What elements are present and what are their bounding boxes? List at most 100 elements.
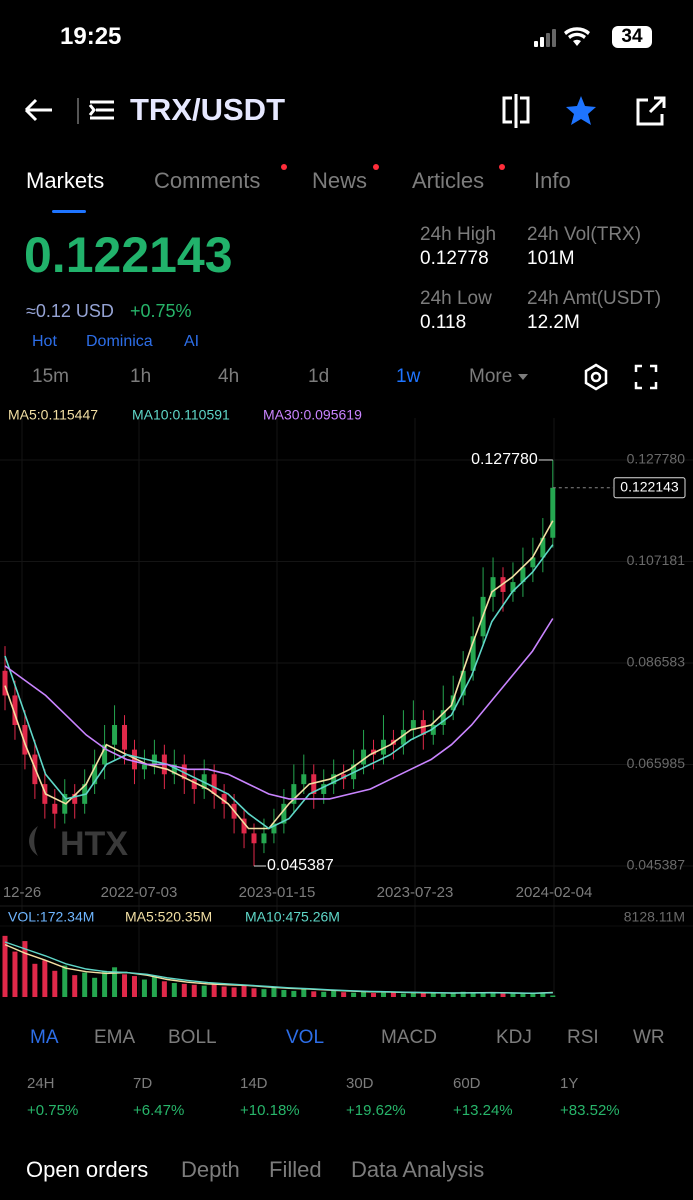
volume-bar xyxy=(490,993,496,997)
volume-bar xyxy=(52,970,58,997)
vol-ma-legend: MA5:520.35M xyxy=(125,909,212,925)
bottom-tab[interactable]: Depth xyxy=(181,1157,240,1182)
stat-value: 12.2M xyxy=(527,312,580,333)
x-tick-label: 2023-01-15 xyxy=(239,884,316,901)
indicator[interactable]: VOL xyxy=(286,1027,325,1048)
settings-button[interactable] xyxy=(584,363,608,391)
ma-line xyxy=(4,544,554,830)
volume-bar xyxy=(12,951,18,997)
volume-bar xyxy=(321,991,327,997)
watermark-logo xyxy=(29,826,38,856)
interval[interactable]: 1h xyxy=(130,366,152,387)
back-button[interactable] xyxy=(24,98,52,122)
candle-body xyxy=(22,724,28,755)
x-tick-label: 2023-07-23 xyxy=(377,884,454,901)
candle-body xyxy=(2,670,8,696)
volume-bar xyxy=(410,993,416,997)
volume-bar xyxy=(141,979,147,997)
volume-bar xyxy=(351,992,357,997)
bottom-tab[interactable]: Filled xyxy=(269,1157,322,1182)
y-tick-label: 0.086583 xyxy=(627,654,686,670)
candle-body xyxy=(490,577,496,597)
volume-bar xyxy=(460,991,466,997)
interval[interactable]: More xyxy=(469,366,513,387)
kline-chart: HTX 0.127780 0.107181 0.086583 0.065985 0.04… xyxy=(0,407,693,997)
volume-bar xyxy=(430,993,436,997)
volume-bar xyxy=(470,992,476,997)
volume-bar xyxy=(530,993,536,997)
interval[interactable]: 4h xyxy=(218,366,240,387)
period-change: +10.18% xyxy=(240,1102,300,1119)
indicator[interactable]: KDJ xyxy=(496,1027,532,1048)
candle-body xyxy=(430,724,436,735)
stat-value: 0.12778 xyxy=(420,248,489,269)
candle-body xyxy=(331,774,337,785)
candle-body xyxy=(361,749,367,765)
period-change: +83.52% xyxy=(560,1102,620,1119)
candle-body xyxy=(301,774,307,785)
candle-body xyxy=(251,833,257,844)
stat-label: 24h Vol(TRX) xyxy=(527,224,642,245)
volume-bar xyxy=(211,983,217,997)
volume-bar xyxy=(22,941,28,997)
tab[interactable]: Articles xyxy=(412,168,485,193)
candle-body xyxy=(72,793,78,804)
bottom-tab[interactable]: Open orders xyxy=(26,1157,149,1182)
candle-body xyxy=(510,582,516,592)
volume-bar xyxy=(261,989,267,997)
tab-decor xyxy=(52,164,505,213)
period-change: +19.62% xyxy=(346,1102,406,1119)
tab[interactable]: News xyxy=(312,168,368,193)
tab[interactable]: Markets xyxy=(26,168,105,193)
volume-bar xyxy=(271,987,277,997)
volume-bar xyxy=(241,985,247,997)
tag[interactable]: Dominica xyxy=(86,333,153,350)
indicator[interactable]: BOLL xyxy=(168,1027,217,1048)
tab[interactable]: Info xyxy=(534,168,571,193)
volume-bar xyxy=(231,987,237,997)
candle-body xyxy=(311,774,317,794)
candle-body xyxy=(151,754,157,765)
period: 14D xyxy=(240,1075,268,1092)
stat-label: 24h Amt(USDT) xyxy=(527,288,662,309)
menu-button[interactable] xyxy=(88,100,114,120)
bottom-tab[interactable]: Data Analysis xyxy=(351,1157,485,1182)
volume-bar xyxy=(92,977,98,997)
volume-bar xyxy=(361,991,367,997)
period-change: +0.75% xyxy=(27,1102,79,1119)
candle-body xyxy=(321,784,327,794)
indicator[interactable]: EMA xyxy=(94,1027,136,1048)
stat-value: 0.118 xyxy=(420,312,467,333)
favorite-button[interactable] xyxy=(566,96,596,125)
candle-body xyxy=(550,487,556,538)
ma-legend: MA10:0.110591 xyxy=(132,407,230,423)
indicator[interactable]: WR xyxy=(633,1027,665,1048)
compare-button[interactable] xyxy=(502,94,530,128)
vol-ma-legend: MA10:475.26M xyxy=(245,909,340,925)
period: 7D xyxy=(133,1075,153,1092)
interval[interactable]: 1d xyxy=(308,366,330,387)
tab[interactable]: Comments xyxy=(154,168,261,193)
candle-body xyxy=(460,670,466,696)
usd-price: ≈0.12 USD xyxy=(26,301,114,321)
last-price: 0.122143 xyxy=(24,227,233,283)
indicator[interactable]: RSI xyxy=(567,1027,599,1048)
stat-label: 24h Low xyxy=(420,288,492,309)
interval[interactable]: 1w xyxy=(396,366,421,387)
share-button[interactable] xyxy=(636,96,666,126)
tag[interactable]: AI xyxy=(184,333,200,350)
volume-bar xyxy=(32,963,38,997)
candle-body xyxy=(530,557,536,568)
volume-bar xyxy=(251,988,257,997)
fullscreen-button[interactable] xyxy=(634,364,658,390)
volume-bar xyxy=(450,993,456,997)
indicator[interactable]: MACD xyxy=(381,1027,437,1048)
volume-bar xyxy=(122,974,128,997)
interval[interactable]: 15m xyxy=(32,366,69,387)
volume-bar xyxy=(341,992,347,997)
indicator[interactable]: MA xyxy=(30,1027,59,1048)
candle-body xyxy=(241,818,247,834)
tag[interactable]: Hot xyxy=(32,333,57,350)
chart-tools xyxy=(518,363,658,391)
